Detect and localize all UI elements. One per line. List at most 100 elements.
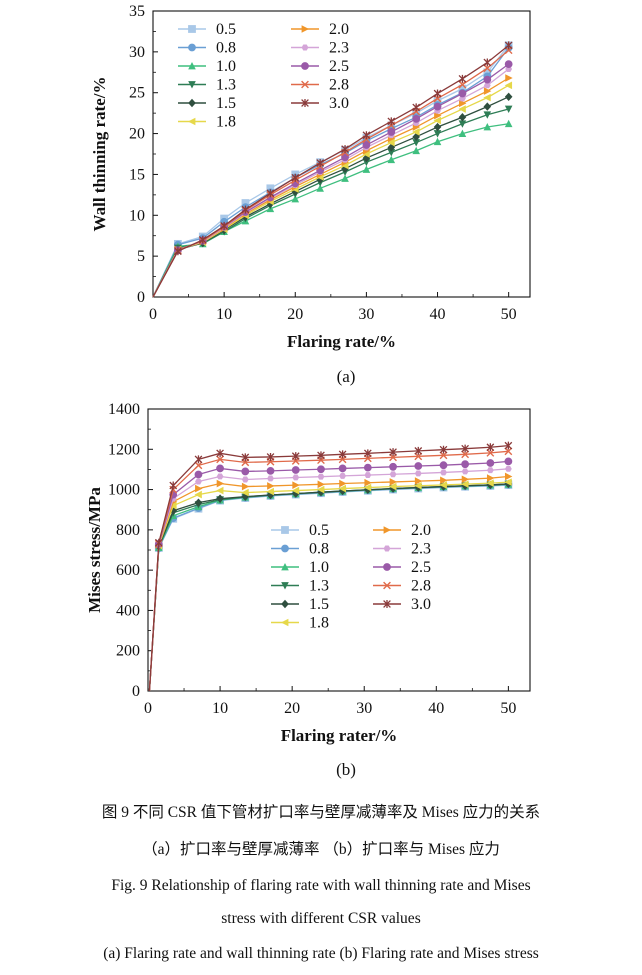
data-point (338, 484, 347, 493)
legend-label: 2.8 (411, 578, 431, 595)
data-point (483, 102, 492, 111)
data-point (362, 150, 370, 158)
legend-label: 1.3 (309, 578, 329, 595)
y-tick-label: 5 (137, 248, 145, 265)
data-point (216, 494, 224, 503)
series-line (152, 49, 510, 298)
data-point (266, 466, 275, 475)
data-point (434, 111, 442, 120)
data-point (483, 58, 492, 67)
data-point (292, 474, 300, 481)
legend-item-2.0: 2.0 (373, 522, 431, 539)
data-point (317, 451, 325, 460)
series-1.5 (152, 92, 513, 298)
data-point (195, 478, 202, 485)
legend-item-1.0: 1.0 (271, 559, 329, 576)
legend-label: 2.8 (329, 77, 349, 94)
data-point (362, 158, 371, 167)
data-point (341, 145, 349, 154)
legend-label: 2.5 (411, 559, 431, 576)
data-point (216, 455, 224, 464)
data-point (433, 130, 442, 138)
data-point (241, 453, 250, 462)
legend-marker (383, 563, 391, 571)
data-point (433, 122, 442, 132)
data-point (459, 99, 467, 108)
x-tick-label: 0 (144, 700, 152, 717)
x-tick-label: 10 (212, 700, 228, 717)
panel-label-b: (b) (336, 760, 356, 779)
legend-marker (188, 117, 196, 126)
data-point (414, 470, 422, 477)
data-point (339, 479, 347, 488)
legend-item-3.0: 3.0 (373, 596, 431, 613)
legend-label: 1.8 (216, 114, 236, 131)
legend-item-1.0: 1.0 (178, 58, 236, 75)
legend-marker (301, 44, 309, 51)
data-point (216, 486, 224, 495)
data-point (216, 449, 224, 458)
legend-label: 2.0 (329, 21, 349, 38)
data-point (483, 93, 491, 102)
data-point (483, 82, 491, 89)
legend-label: 0.8 (309, 541, 329, 558)
data-point (504, 105, 513, 114)
data-point (504, 472, 513, 481)
legend-item-2.5: 2.5 (373, 559, 431, 576)
data-point (387, 148, 396, 157)
legend-marker (281, 526, 289, 534)
legend-marker (383, 545, 391, 552)
legend-marker (281, 544, 289, 553)
legend-label: 0.5 (309, 522, 329, 539)
y-tick-label: 35 (129, 3, 145, 20)
data-point (316, 158, 325, 167)
data-point (266, 452, 275, 461)
y-tick-label: 15 (129, 166, 145, 183)
legend-item-0.8: 0.8 (178, 40, 236, 57)
legend-marker (188, 62, 196, 70)
legend-item-2.3: 2.3 (291, 40, 349, 57)
legend-marker (383, 581, 391, 590)
x-tick-label: 0 (149, 306, 157, 323)
x-tick-label: 40 (430, 306, 446, 323)
data-point (433, 102, 442, 111)
legend-marker (383, 600, 391, 608)
legend-item-2.8: 2.8 (291, 77, 349, 94)
data-point (194, 498, 203, 507)
series-line (152, 96, 509, 298)
data-point (458, 74, 467, 83)
data-point (483, 111, 492, 119)
x-tick-label: 30 (358, 306, 374, 323)
y-tick-label: 10 (129, 207, 145, 224)
legend-marker (188, 25, 196, 33)
series-0.5 (148, 481, 513, 692)
y-axis-label: Wall thinning rate/% (90, 77, 109, 232)
data-point (433, 137, 442, 146)
data-point (414, 462, 423, 470)
legend-item-1.3: 1.3 (271, 578, 329, 595)
data-point (241, 488, 249, 497)
data-point (458, 89, 467, 98)
y-tick-label: 1200 (108, 441, 140, 458)
data-point (461, 444, 469, 453)
x-tick-label: 10 (216, 306, 232, 323)
data-point (317, 480, 325, 489)
legend-marker (281, 599, 289, 609)
data-point (439, 481, 447, 489)
data-point (486, 467, 494, 474)
data-point (387, 138, 395, 147)
data-point (504, 465, 512, 472)
legend-marker (281, 563, 289, 571)
series-line (152, 123, 509, 298)
data-point (486, 449, 495, 457)
legend-item-2.0: 2.0 (291, 21, 349, 38)
x-tick-label: 50 (500, 700, 516, 717)
data-point (504, 478, 512, 486)
data-point (169, 501, 177, 510)
caption-en-subtitle: (a) Flaring rate and wall thinning rate … (103, 945, 539, 962)
legend: 0.5 0.81.0 1.31.5 1.8 2.0 2.32.5 2.83.0 (178, 21, 349, 131)
data-point (241, 467, 250, 476)
data-point (387, 155, 396, 164)
caption-cn-title: 图 9 不同 CSR 值下管材扩口率与壁厚减薄率及 Mises 应力的关系 (101, 804, 541, 821)
data-point (483, 123, 492, 131)
